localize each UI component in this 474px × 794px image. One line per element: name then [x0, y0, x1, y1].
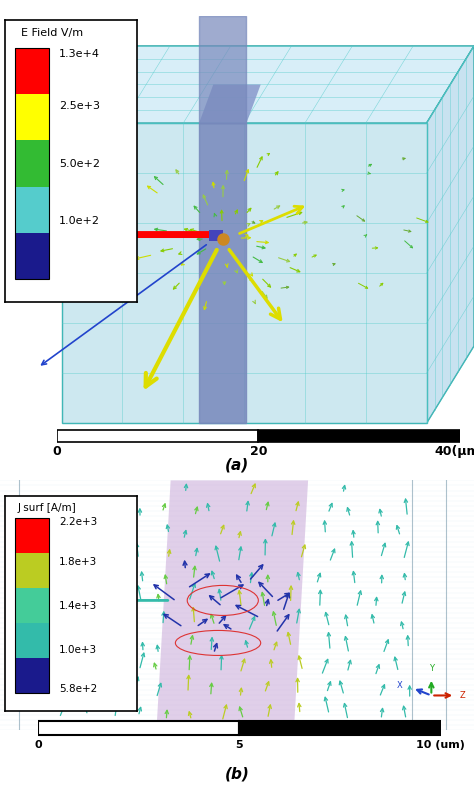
Bar	[15, 233, 48, 279]
Polygon shape	[62, 123, 427, 423]
Bar	[209, 230, 223, 241]
Text: 5: 5	[236, 740, 243, 750]
Bar	[15, 187, 48, 233]
Text: 5.8e+2: 5.8e+2	[59, 684, 97, 694]
Bar	[15, 94, 48, 141]
Bar	[15, 48, 48, 94]
Polygon shape	[62, 46, 474, 123]
Text: X: X	[397, 681, 403, 690]
Text: 1.3e+4: 1.3e+4	[59, 48, 100, 59]
Text: (a): (a)	[225, 458, 249, 472]
Text: 1.8e+3: 1.8e+3	[59, 557, 97, 567]
Text: 20: 20	[250, 445, 267, 458]
Bar	[57, 430, 258, 442]
Bar	[15, 553, 48, 588]
Bar	[239, 721, 441, 735]
Bar	[15, 588, 48, 623]
Bar	[15, 518, 48, 553]
Text: 0: 0	[53, 445, 61, 458]
Polygon shape	[199, 84, 261, 123]
Text: 1.4e+3: 1.4e+3	[59, 600, 97, 611]
Polygon shape	[156, 480, 308, 730]
Text: 2.2e+3: 2.2e+3	[59, 517, 97, 527]
Bar	[38, 721, 239, 735]
Text: Y: Y	[429, 664, 434, 673]
Text: E Field V/m: E Field V/m	[21, 29, 83, 38]
Text: Z: Z	[460, 691, 465, 700]
Text: 2.5e+3: 2.5e+3	[59, 101, 100, 111]
Text: 1.0e+2: 1.0e+2	[59, 217, 100, 226]
Text: 5.0e+2: 5.0e+2	[59, 159, 100, 168]
Text: (b): (b)	[225, 767, 249, 781]
Bar	[258, 430, 460, 442]
Bar	[15, 623, 48, 658]
Text: 10 (um): 10 (um)	[416, 740, 465, 750]
Bar	[15, 658, 48, 693]
Text: 40(μm): 40(μm)	[434, 445, 474, 458]
Text: 0: 0	[34, 740, 42, 750]
Text: 1.0e+3: 1.0e+3	[59, 645, 97, 654]
Bar	[15, 48, 48, 279]
Text: J surf [A/m]: J surf [A/m]	[18, 503, 77, 513]
Bar	[15, 141, 48, 187]
Bar	[15, 518, 48, 693]
Polygon shape	[427, 46, 474, 423]
